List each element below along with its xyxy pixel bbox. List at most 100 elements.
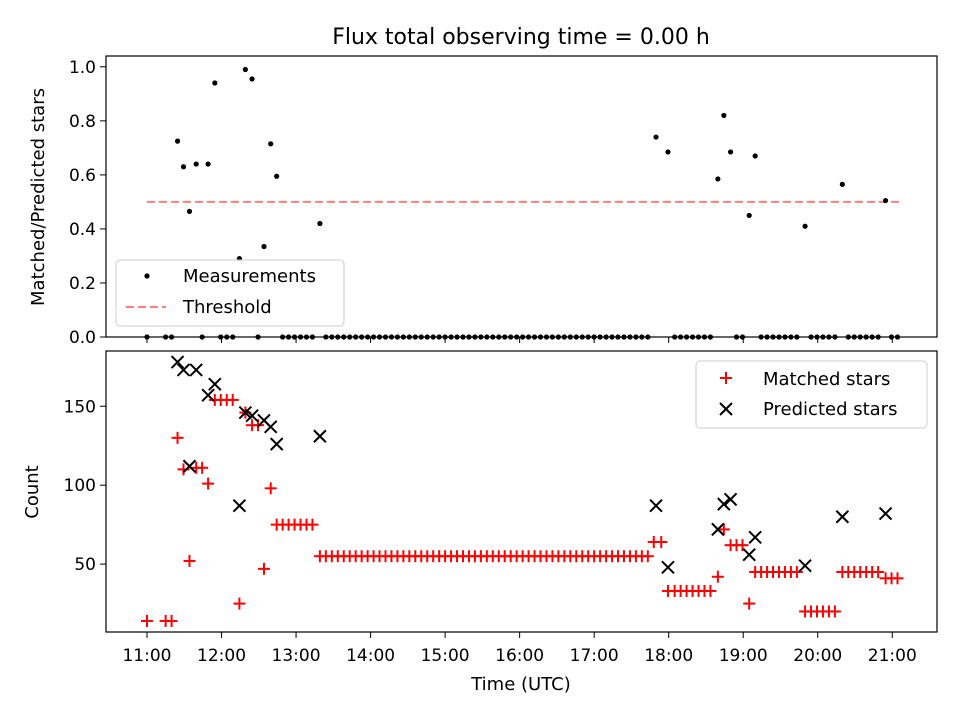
matched-star-marker <box>165 614 178 627</box>
measurement-point <box>186 208 193 214</box>
x-tick-label: 20:00 <box>793 646 842 666</box>
y-tick-label-top: 0.8 <box>69 112 96 132</box>
measurement-point <box>174 138 181 144</box>
y-ticks-bottom: 50 100 150 <box>64 397 106 575</box>
chart-title: Flux total observing time = 0.00 h <box>332 25 710 50</box>
legend-label-matched: Matched stars <box>763 369 890 390</box>
measurement-point <box>193 161 199 167</box>
matched-star-marker <box>736 539 749 552</box>
measurement-point <box>839 181 845 187</box>
predicted-star-marker <box>742 547 756 562</box>
matched-star-marker <box>790 566 803 579</box>
matched-star-marker <box>711 570 724 583</box>
x-tick-label: 17:00 <box>570 646 619 666</box>
matched-star-marker <box>655 536 668 549</box>
measurement-point <box>721 112 727 119</box>
y-ticks-top: 0.0 0.2 0.4 0.6 0.8 1.0 <box>69 58 106 348</box>
matched-star-marker <box>226 393 239 406</box>
predicted-star-marker <box>835 510 850 524</box>
predicted-star-marker <box>182 459 197 473</box>
predicted-star-marker <box>723 492 738 507</box>
x-tick-label: 13:00 <box>272 646 321 666</box>
predicted-star-marker <box>269 437 284 451</box>
predicted-star-marker <box>189 363 203 377</box>
y-tick-label-top: 0.2 <box>69 274 96 294</box>
y-tick-label-top: 0.0 <box>69 328 96 348</box>
x-tick-label: 15:00 <box>421 646 470 666</box>
legend-top: Measurements Threshold <box>115 259 345 327</box>
x-tick-label: 12:00 <box>197 646 246 666</box>
y-tick-label-bottom: 150 <box>64 397 96 417</box>
matched-star-marker <box>306 518 319 531</box>
matched-star-marker <box>140 614 153 627</box>
x-tick-label: 11:00 <box>122 646 171 666</box>
measurement-point <box>715 176 721 182</box>
measurement-point <box>802 223 808 229</box>
y-tick-label-top: 1.0 <box>69 58 96 78</box>
predicted-star-marker <box>238 405 253 420</box>
legend-marker-matched <box>720 372 732 384</box>
measurement-point <box>727 149 734 155</box>
legend-label-predicted: Predicted stars <box>763 399 897 420</box>
measurement-point <box>205 161 211 167</box>
measurement-point <box>665 149 671 155</box>
x-tick-label: 14:00 <box>346 646 395 666</box>
predicted-star-marker <box>717 497 731 511</box>
predicted-star-marker <box>878 506 893 521</box>
predicted-star-marker <box>264 420 278 434</box>
matched-star-marker <box>202 477 215 490</box>
x-ticks-bottom: 11:00 12:00 13:00 14:00 15:00 16:00 17:00 18:00… <box>122 632 917 666</box>
y-axis-label-count: Count <box>22 465 43 518</box>
measurement-point <box>653 134 659 140</box>
x-axis-label: Time (UTC) <box>470 674 571 695</box>
y-tick-label-top: 0.6 <box>69 166 96 186</box>
measurement-point <box>746 212 752 219</box>
measurement-point <box>242 66 248 73</box>
matched-star-marker <box>828 605 841 618</box>
bottom-axes-frame <box>105 350 938 633</box>
measurement-point <box>268 141 274 147</box>
measurement-point <box>317 220 323 227</box>
predicted-star-marker <box>748 530 762 544</box>
predicted-star-marker <box>711 522 725 537</box>
x-tick-label: 19:00 <box>719 646 768 666</box>
matched-star-marker <box>196 461 209 474</box>
legend-bottom-box <box>695 360 928 429</box>
matched-star-marker <box>264 482 277 495</box>
y-tick-label-top: 0.4 <box>69 220 96 240</box>
predicted-star-marker <box>798 558 812 573</box>
predicted-star-marker <box>661 560 675 574</box>
measurement-point <box>752 153 758 159</box>
y-tick-label-bottom: 100 <box>64 476 96 496</box>
predicted-star-marker <box>649 499 663 513</box>
legend-label-threshold: Threshold <box>182 297 272 318</box>
predicted-star-marker <box>170 355 185 369</box>
x-tick-label: 16:00 <box>495 646 544 666</box>
y-tick-label-bottom: 50 <box>74 555 96 575</box>
matched-star-marker <box>258 562 271 575</box>
predicted-star-marker <box>313 429 327 443</box>
y-axis-label-ratio: Matched/Predicted stars <box>28 88 49 306</box>
matched-star-marker <box>743 597 756 610</box>
predicted-star-marker <box>208 377 222 391</box>
measurement-point <box>882 197 889 204</box>
matched-star-marker <box>641 550 654 563</box>
legend-label-measurements: Measurements <box>183 266 316 287</box>
legend-top-box <box>115 259 345 327</box>
predicted-star-markers <box>170 355 893 574</box>
matched-star-marker <box>704 584 717 597</box>
predicted-star-marker <box>232 499 247 513</box>
top-axes-frame <box>105 55 938 338</box>
predicted-star-marker <box>245 409 259 423</box>
matched-star-marker <box>183 554 196 567</box>
matched-star-markers <box>140 393 904 627</box>
measurement-point <box>212 80 218 86</box>
matched-star-marker <box>872 566 885 579</box>
legend-marker-measurements <box>144 273 150 279</box>
predicted-star-marker <box>176 363 191 377</box>
legend-marker-predicted <box>719 402 733 416</box>
matched-star-marker <box>717 523 730 536</box>
matched-star-marker <box>233 597 246 610</box>
matched-star-marker <box>891 572 904 585</box>
